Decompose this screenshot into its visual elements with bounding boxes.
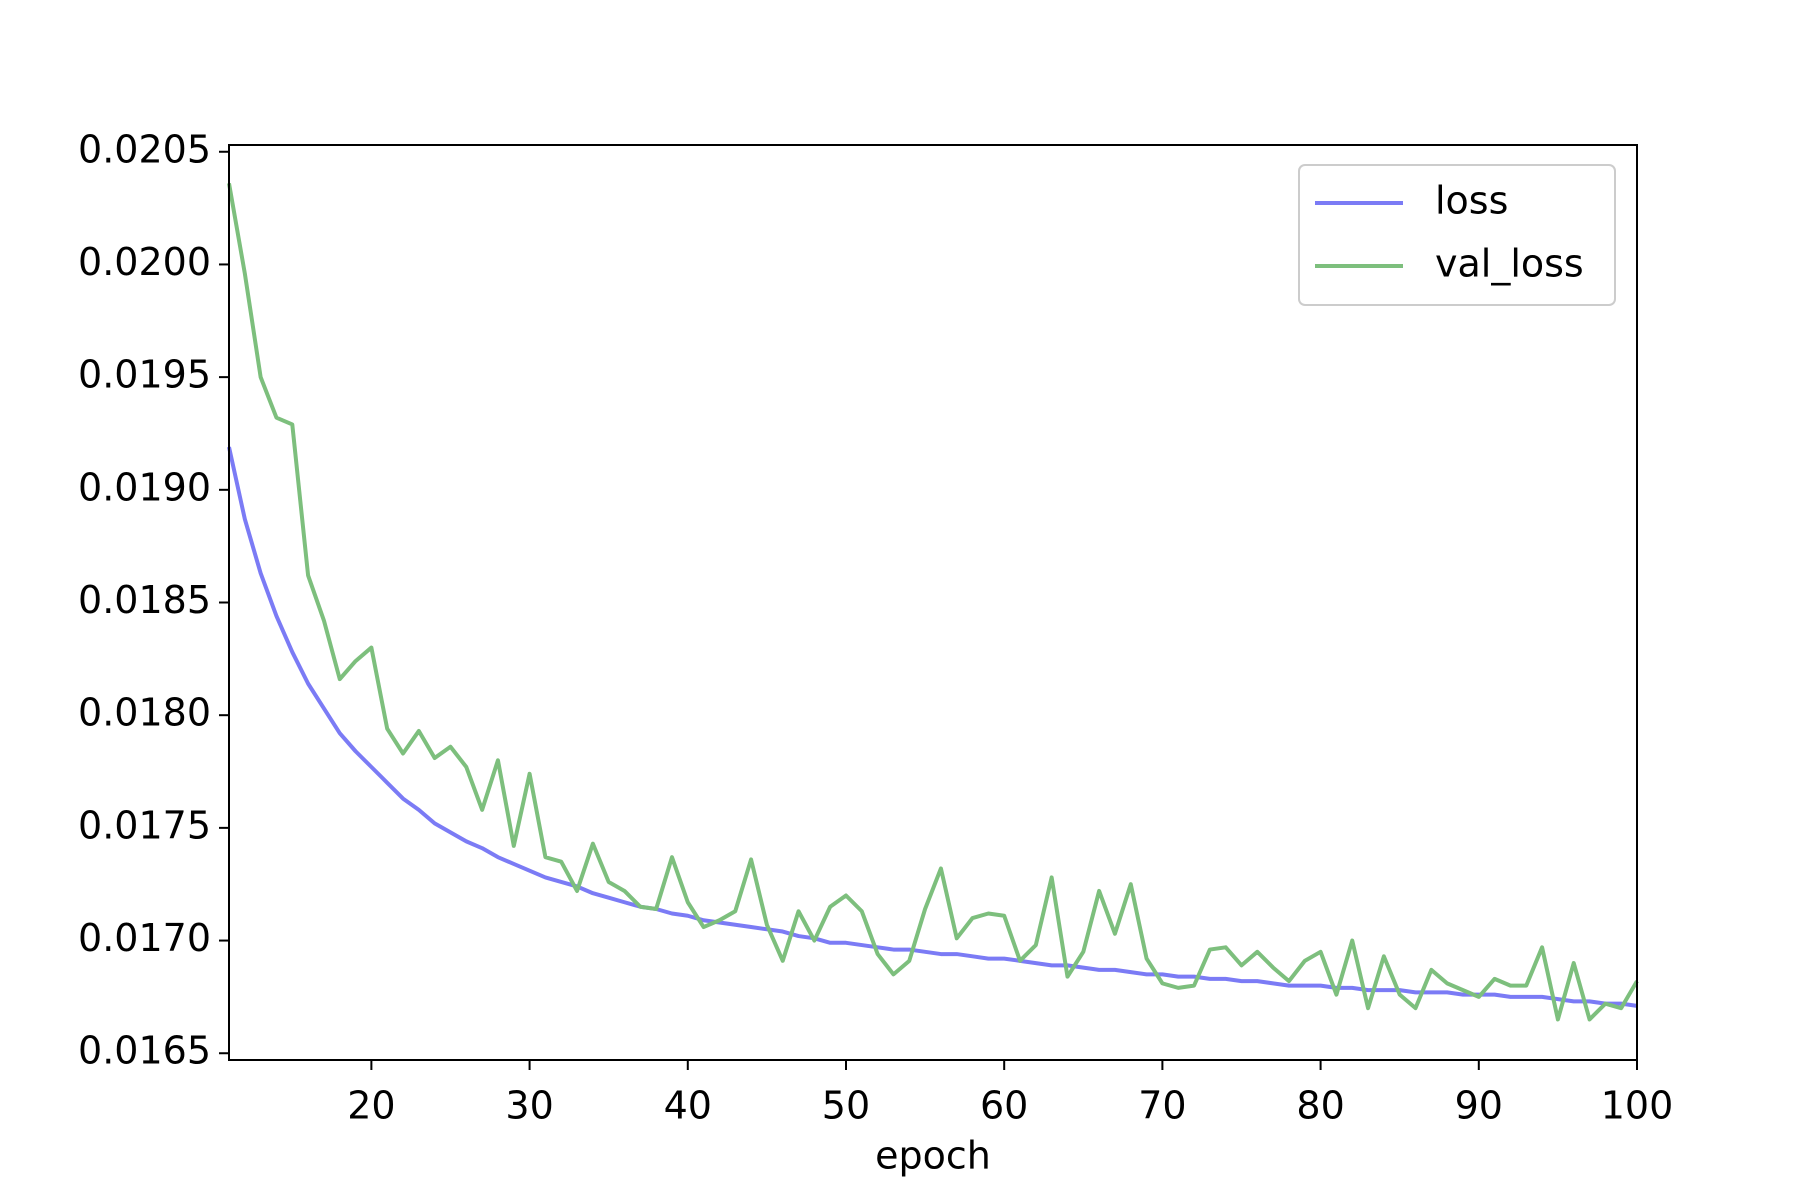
y-tick-label: 0.0170 [78, 916, 211, 960]
x-tick-label: 40 [664, 1084, 712, 1128]
y-tick-label: 0.0205 [78, 127, 211, 171]
y-tick-label: 0.0180 [78, 691, 211, 735]
x-tick-label: 60 [980, 1084, 1028, 1128]
y-tick-label: 0.0165 [78, 1029, 211, 1073]
x-tick-label: 30 [505, 1084, 553, 1128]
plot-frame [228, 144, 1638, 1061]
legend-label: loss [1435, 179, 1508, 223]
x-tick-label: 100 [1601, 1084, 1674, 1128]
x-axis-label: epoch [875, 1134, 991, 1178]
y-tick-label: 0.0185 [78, 578, 211, 622]
series-line [227, 446, 1638, 1008]
y-tick-label: 0.0190 [78, 465, 211, 509]
y-tick-label: 0.0175 [78, 803, 211, 847]
x-tick-label: 50 [822, 1084, 870, 1128]
series-line [227, 182, 1639, 1022]
y-tick-label: 0.0200 [78, 240, 211, 284]
x-tick-label: 90 [1455, 1084, 1503, 1128]
legend-box [1298, 164, 1616, 306]
y-tick-label: 0.0195 [78, 353, 211, 397]
legend-label: val_loss [1435, 242, 1584, 286]
x-tick-label: 20 [347, 1084, 395, 1128]
x-tick-label: 80 [1296, 1084, 1344, 1128]
x-tick-label: 70 [1138, 1084, 1186, 1128]
